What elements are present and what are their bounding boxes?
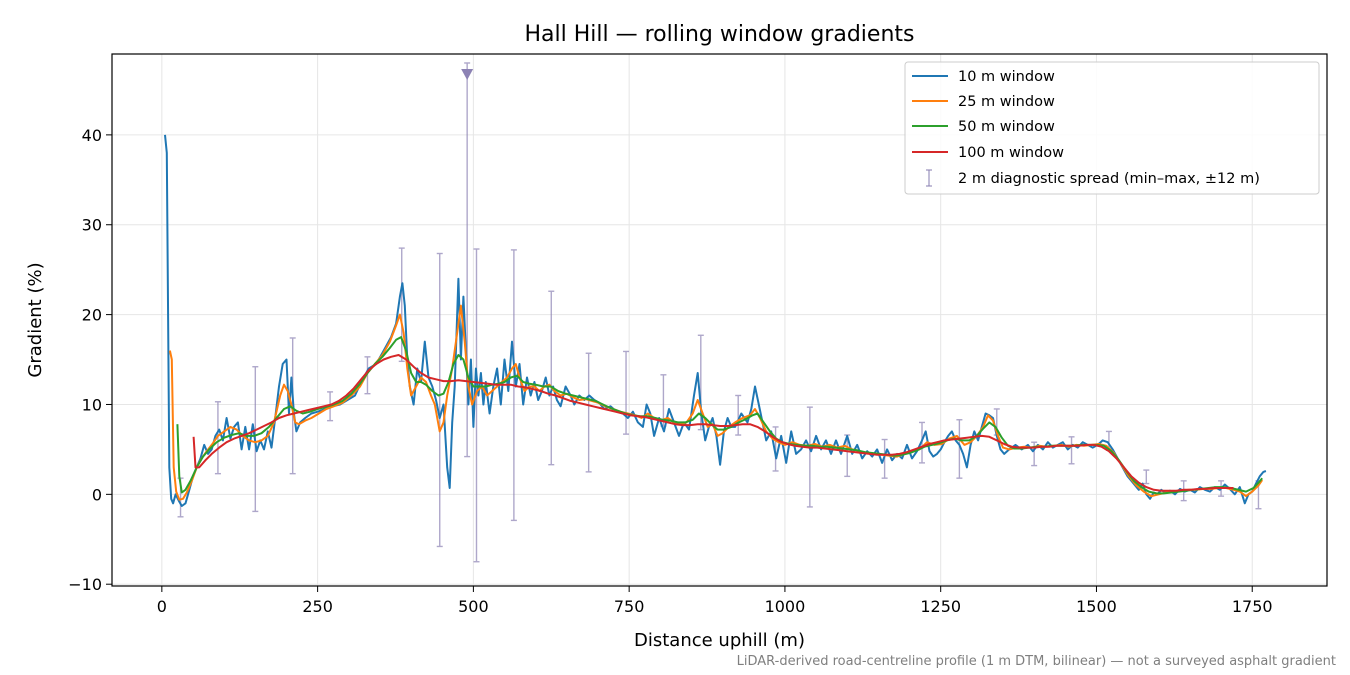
spread-errorbar xyxy=(735,394,742,436)
series-lines xyxy=(164,134,1267,507)
x-tick-label: 500 xyxy=(458,597,489,616)
spread-errorbar xyxy=(436,252,443,548)
y-axis-ticks: −10 0 10 20 30 40 xyxy=(68,126,112,594)
legend-label-spread: 2 m diagnostic spread (min–max, ±12 m) xyxy=(958,171,1260,187)
y-tick-label: 30 xyxy=(82,216,102,235)
spread-errorbar xyxy=(772,426,779,472)
spread-errorbar xyxy=(623,350,630,435)
x-tick-label: 1000 xyxy=(765,597,806,616)
footnote: LiDAR-derived road-centreline profile (1… xyxy=(737,654,1336,669)
x-tick-label: 0 xyxy=(157,597,167,616)
y-tick-label: 0 xyxy=(92,485,102,504)
spread-errorbar xyxy=(1068,436,1075,465)
y-tick-label: −10 xyxy=(68,575,102,594)
x-axis-ticks: 0 250 500 750 1000 1250 1500 1750 xyxy=(157,586,1273,616)
clipped-spread-marker xyxy=(461,69,474,80)
x-tick-label: 1500 xyxy=(1076,597,1117,616)
series-line-100m xyxy=(192,354,1234,492)
y-tick-label: 40 xyxy=(82,126,102,145)
legend-box xyxy=(904,61,1320,195)
clip-markers xyxy=(461,69,474,80)
spread-errorbar xyxy=(398,247,405,363)
legend-swatch-spread xyxy=(926,169,932,187)
spread-errorbar xyxy=(806,406,813,508)
spread-errorbar xyxy=(214,401,221,475)
x-axis-label: Distance uphill (m) xyxy=(634,630,805,651)
x-tick-label: 250 xyxy=(302,597,333,616)
chart-title: Hall Hill — rolling window gradients xyxy=(525,22,915,47)
legend-label-50m: 50 m window xyxy=(958,119,1055,135)
spread-errorbar xyxy=(548,290,555,466)
plot-frame xyxy=(111,53,1328,587)
y-axis-label: Gradient (%) xyxy=(25,262,46,377)
y-tick-label: 10 xyxy=(82,395,102,414)
spread-errorbar xyxy=(956,419,963,479)
legend: 10 m window 25 m window 50 m window 100 … xyxy=(904,61,1320,195)
legend-label-25m: 25 m window xyxy=(958,94,1055,110)
x-tick-label: 1750 xyxy=(1232,597,1273,616)
spread-errorbar xyxy=(1143,469,1150,485)
spread-errorbar xyxy=(585,352,592,473)
spread-errorbar xyxy=(364,356,371,395)
legend-label-10m: 10 m window xyxy=(958,69,1055,85)
series-line-50m xyxy=(176,336,1263,495)
x-tick-label: 750 xyxy=(614,597,645,616)
legend-label-100m: 100 m window xyxy=(958,145,1064,161)
spread-errorbar xyxy=(473,248,480,563)
x-tick-label: 1250 xyxy=(920,597,961,616)
y-tick-label: 20 xyxy=(82,306,102,325)
